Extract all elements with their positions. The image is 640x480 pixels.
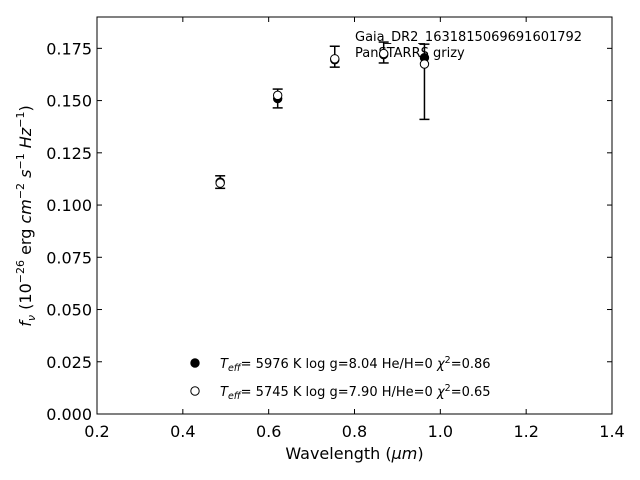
x-tick-label: 0.8 bbox=[342, 422, 367, 441]
annotation-survey: PanSTARRS grizy bbox=[355, 46, 465, 61]
y-tick-label: 0.150 bbox=[46, 92, 92, 111]
annotation-source-id: Gaia_DR2_1631815069691601792 bbox=[355, 30, 582, 45]
model-point-open bbox=[330, 54, 340, 64]
legend-marker-filled bbox=[190, 358, 200, 368]
axis-ticks bbox=[96, 17, 613, 415]
y-tick-label: 0.100 bbox=[46, 196, 92, 215]
model-point-open bbox=[378, 48, 389, 59]
x-tick-label: 1.4 bbox=[599, 422, 624, 441]
x-tick-label: 0.2 bbox=[84, 422, 109, 441]
y-tick-label: 0.000 bbox=[46, 405, 92, 424]
plot-frame bbox=[96, 16, 613, 415]
model-point-open bbox=[215, 178, 225, 188]
y-tick-label: 0.125 bbox=[46, 144, 92, 163]
observed-errorbars bbox=[215, 41, 430, 190]
model-point-open bbox=[419, 59, 430, 69]
legend: Teff= 5976 K log g=8.04 He/H=0 χ2=0.86 T… bbox=[190, 355, 491, 402]
y-axis-label: fν (10−26 erg cm−2 s−1 Hz−1) bbox=[14, 105, 38, 326]
x-tick-label: 0.4 bbox=[170, 422, 195, 441]
y-tick-label: 0.175 bbox=[46, 39, 92, 58]
legend-label-1: Teff= 5976 K log g=8.04 He/H=0 χ2=0.86 bbox=[220, 355, 491, 374]
x-axis-label: Wavelength (μm) bbox=[285, 444, 423, 463]
y-tick-label: 0.075 bbox=[46, 248, 92, 267]
model-point-open bbox=[272, 90, 283, 101]
x-tick-label: 0.6 bbox=[256, 422, 281, 441]
y-tick-labels: 0.000 0.025 0.050 0.075 0.100 0.125 0.150 0.175 bbox=[46, 39, 92, 424]
x-tick-label: 1.2 bbox=[513, 422, 538, 441]
model-points bbox=[215, 48, 430, 188]
y-tick-label: 0.050 bbox=[46, 301, 92, 320]
x-tick-label: 1.0 bbox=[428, 422, 453, 441]
legend-label-2: Teff= 5745 K log g=7.90 H/He=0 χ2=0.65 bbox=[220, 383, 491, 402]
x-tick-labels: 0.2 0.4 0.6 0.8 1.0 1.2 1.4 bbox=[84, 422, 624, 441]
y-tick-label: 0.025 bbox=[46, 353, 92, 372]
legend-marker-open bbox=[190, 386, 200, 396]
